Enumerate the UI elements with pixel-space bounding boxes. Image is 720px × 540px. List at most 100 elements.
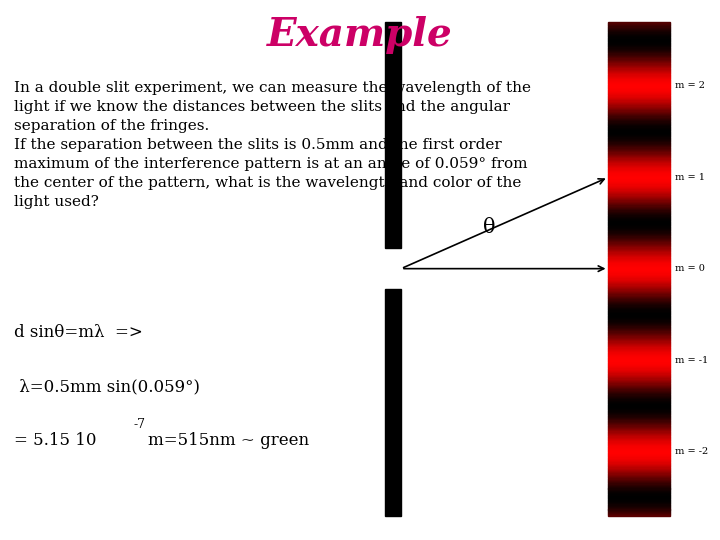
Bar [608, 456, 670, 457]
Bar [608, 286, 670, 287]
Bar [608, 188, 670, 190]
Bar [608, 125, 670, 126]
Bar [608, 447, 670, 448]
Bar [608, 259, 670, 260]
Bar [608, 350, 670, 352]
Bar [608, 185, 670, 186]
Bar [608, 482, 670, 484]
Bar [608, 463, 670, 464]
Bar [608, 53, 670, 55]
Bar [608, 26, 670, 28]
Bar [608, 354, 670, 355]
Bar [608, 42, 670, 43]
Bar [608, 100, 670, 102]
Bar [608, 384, 670, 386]
Bar [608, 362, 670, 364]
Bar [608, 328, 670, 329]
Bar [608, 289, 670, 291]
Bar [608, 312, 670, 313]
Bar [608, 184, 670, 185]
Bar [608, 249, 670, 250]
Bar [608, 495, 670, 496]
Bar [608, 483, 670, 485]
Bar [608, 429, 670, 430]
Bar [608, 294, 670, 296]
Bar [608, 250, 670, 251]
Bar [608, 64, 670, 65]
Bar [608, 123, 670, 124]
Bar [608, 397, 670, 399]
Bar [608, 409, 670, 411]
Bar [608, 180, 670, 181]
Bar [608, 251, 670, 253]
Bar [608, 225, 670, 227]
Bar [608, 48, 670, 49]
Bar [608, 399, 670, 400]
Bar [608, 245, 670, 246]
Bar [608, 421, 670, 422]
Bar [608, 144, 670, 145]
Bar [608, 360, 670, 361]
Bar [608, 430, 670, 431]
Bar [608, 206, 670, 207]
Bar [608, 355, 670, 356]
Bar [608, 288, 670, 289]
Bar [608, 30, 670, 31]
Bar [608, 508, 670, 510]
Bar [608, 68, 670, 69]
Bar [608, 75, 670, 76]
Bar [608, 147, 670, 149]
Bar [608, 383, 670, 385]
Bar [608, 279, 670, 280]
Bar [608, 25, 670, 26]
Bar [608, 135, 670, 137]
Bar [608, 333, 670, 334]
Bar [608, 319, 670, 321]
Bar [608, 218, 670, 219]
Bar [608, 459, 670, 460]
Bar [608, 403, 670, 404]
Bar [608, 35, 670, 36]
Bar [608, 145, 670, 146]
Bar [608, 323, 670, 324]
Bar [608, 264, 670, 265]
Bar [608, 404, 670, 406]
Bar [608, 214, 670, 215]
Bar [608, 23, 670, 24]
Bar [608, 24, 670, 25]
Bar [608, 241, 670, 242]
Bar [608, 107, 670, 108]
Bar [608, 428, 670, 429]
Bar [608, 44, 670, 45]
Bar [608, 210, 670, 211]
Text: d sinθ=mλ  =>: d sinθ=mλ => [14, 324, 143, 341]
Bar [608, 46, 670, 48]
Bar [608, 423, 670, 424]
Bar [608, 199, 670, 201]
Bar [608, 396, 670, 397]
Bar [608, 513, 670, 515]
Bar [608, 150, 670, 151]
Bar [608, 90, 670, 91]
Bar [608, 151, 670, 152]
Bar [608, 280, 670, 281]
Bar [608, 228, 670, 229]
Bar [608, 83, 670, 85]
Bar [608, 464, 670, 465]
Bar [608, 344, 670, 345]
Bar [608, 510, 670, 511]
Bar [608, 373, 670, 374]
Bar [608, 159, 670, 160]
Bar [608, 274, 670, 275]
Bar [608, 411, 670, 412]
Bar [608, 124, 670, 125]
Bar [608, 381, 670, 382]
Bar [608, 268, 670, 270]
Bar [608, 109, 670, 111]
Bar [608, 237, 670, 238]
Bar [608, 227, 670, 228]
Bar [608, 118, 670, 119]
Bar [608, 186, 670, 187]
Bar [608, 440, 670, 442]
Bar [608, 56, 670, 57]
